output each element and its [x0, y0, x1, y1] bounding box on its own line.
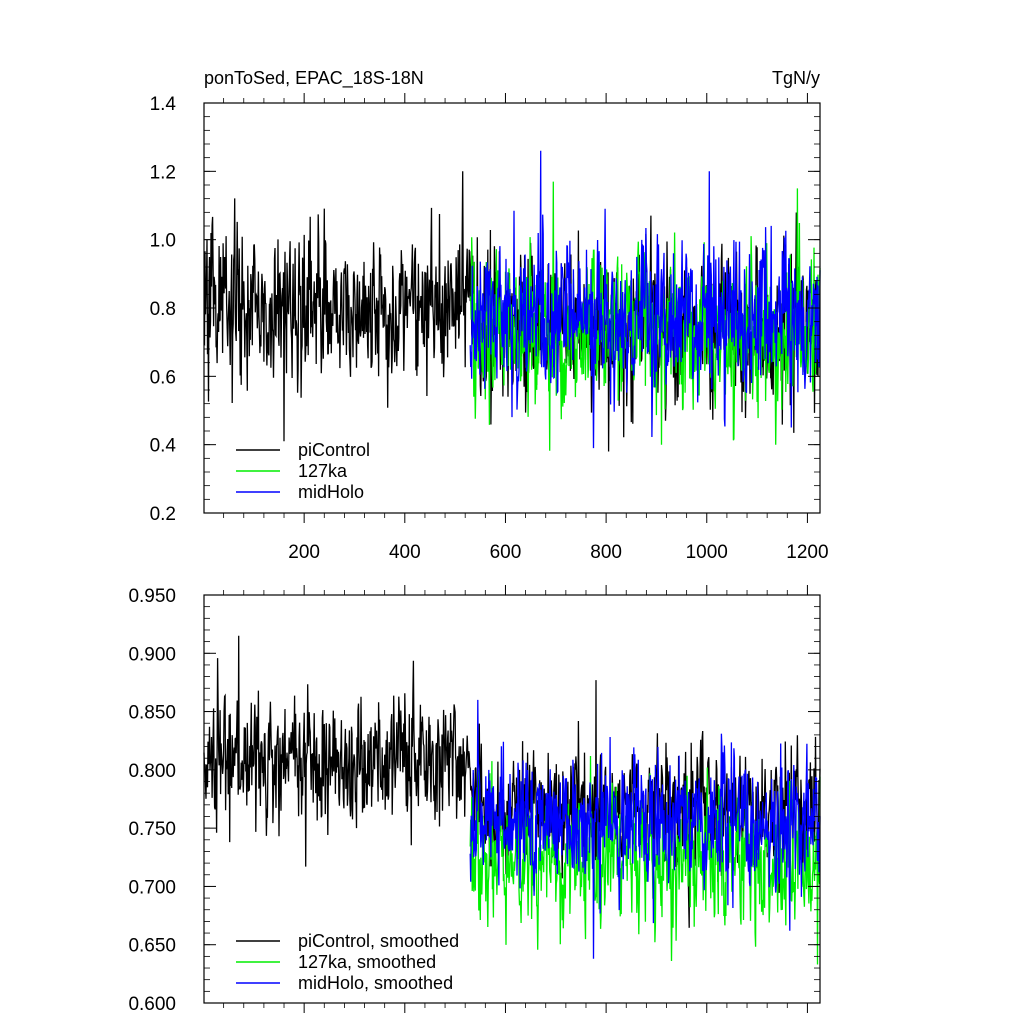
legend-label: midHolo: [298, 482, 364, 502]
y-tick-label: 0.4: [150, 436, 177, 457]
y-tick-label: 1.2: [150, 162, 176, 183]
legend-label: piControl: [298, 440, 370, 460]
y-tick-label: 0.650: [128, 936, 176, 957]
y-tick-label: 0.6: [150, 367, 176, 388]
y-tick-label: 0.2: [150, 504, 176, 525]
series-line-midholo-smoothed: [469, 699, 821, 959]
y-tick-label: 1.4: [150, 94, 177, 115]
x-tick-label: 1000: [686, 542, 728, 563]
series-line-127ka: [469, 181, 821, 451]
bottom-panel: 0.600 0.650 0.700 0.750 0.800 0.850 0.900 0.950…: [128, 585, 821, 1015]
legend-label: 127ka, smoothed: [298, 952, 436, 972]
series-line-127ka-smoothed: [469, 755, 821, 965]
x-tick-label: 1200: [786, 542, 828, 563]
legend-label: 127ka: [298, 461, 348, 481]
legend-label: piControl, smoothed: [298, 931, 459, 951]
y-tick-label: 0.800: [128, 761, 176, 782]
y-tick-label: 0.600: [128, 994, 176, 1015]
y-tick-label: 0.8: [150, 299, 176, 320]
y-tick-label: 0.950: [128, 586, 176, 607]
series-line-midholo: [469, 150, 821, 449]
legend-label: midHolo, smoothed: [298, 973, 453, 993]
plot-title-left: ponToSed, EPAC_18S-18N: [204, 68, 424, 89]
y-tick-label: 0.700: [128, 877, 176, 898]
y-tick-label: 0.750: [128, 819, 176, 840]
x-tick-label: 600: [490, 542, 522, 563]
x-tick-label: 800: [590, 542, 622, 563]
plot-title-right: TgN/y: [772, 68, 820, 88]
plot-frame: [203, 594, 821, 1004]
top-panel: 0.2 0.4 0.6 0.8 1.0 1.2 1.4 200 400 600 800 1000 120…: [150, 93, 829, 563]
x-tick-label: 200: [288, 542, 320, 563]
y-tick-label: 0.900: [128, 644, 176, 665]
y-tick-label: 0.850: [128, 703, 176, 724]
x-tick-label: 400: [389, 542, 421, 563]
y-tick-label: 1.0: [150, 231, 176, 252]
